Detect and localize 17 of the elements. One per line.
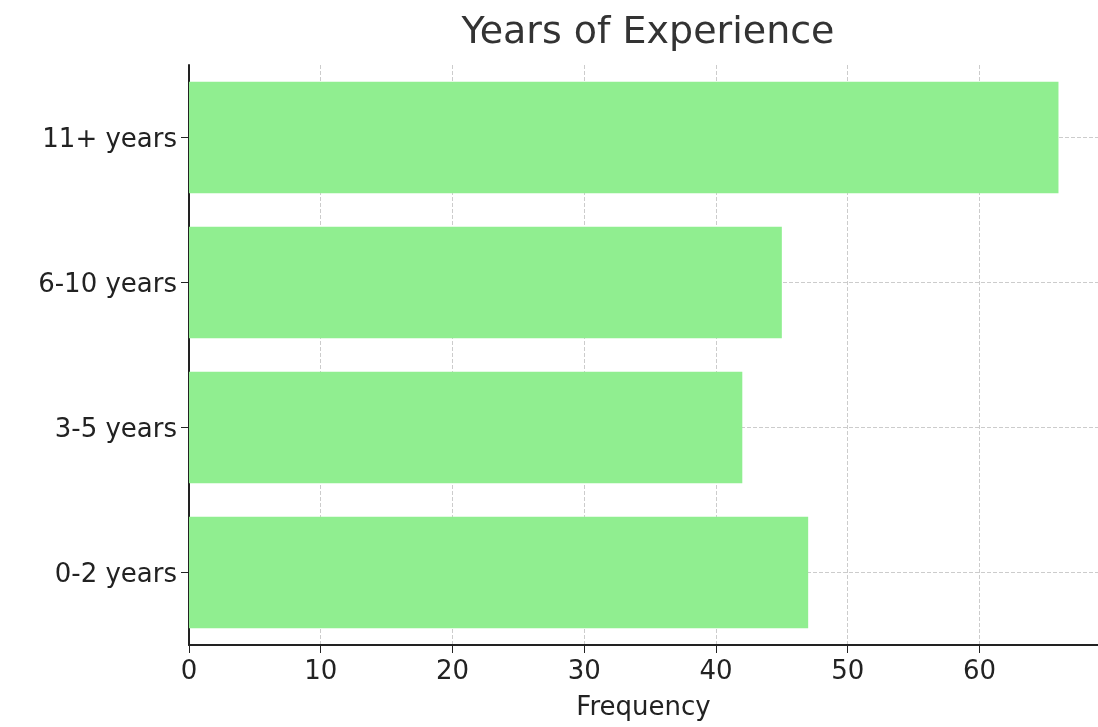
x-tick-label: 40: [699, 655, 733, 685]
bar: [189, 516, 809, 629]
y-tick-label: 3-5 years: [54, 412, 177, 443]
x-tick-label: 60: [962, 655, 996, 685]
x-tick-label: 30: [567, 655, 601, 685]
y-tick-label: 0-2 years: [54, 557, 177, 588]
x-tick-label: 10: [304, 655, 338, 685]
y-tick-label: 6-10 years: [38, 267, 177, 298]
x-tick-label: 20: [435, 655, 470, 685]
x-tick-label: 0: [180, 655, 198, 685]
x-axis-title: Frequency: [576, 691, 711, 721]
bar: [189, 371, 743, 484]
y-tick-label: 11+ years: [42, 122, 177, 153]
bar: [189, 226, 782, 339]
bar: [189, 81, 1059, 194]
x-tick-label: 50: [831, 655, 865, 685]
chart-title: Years of Experience: [460, 8, 835, 52]
